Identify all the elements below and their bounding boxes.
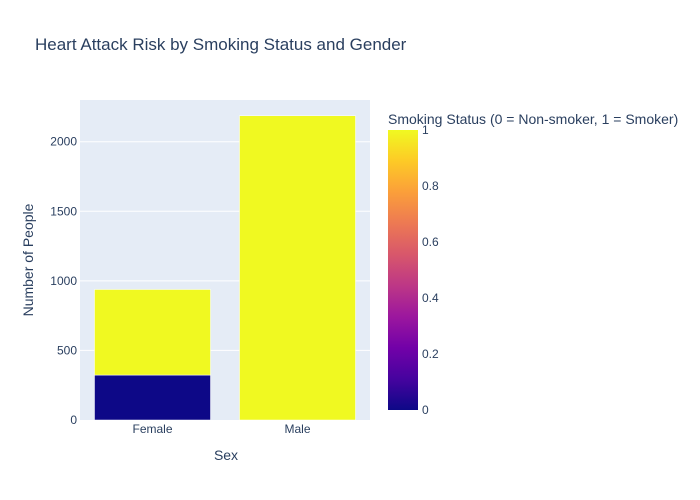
y-tick-label: 2000 bbox=[50, 135, 77, 149]
colorbar-ticks: 0 0.2 0.4 0.6 0.8 1 bbox=[422, 123, 439, 417]
x-tick-label: Female bbox=[132, 422, 172, 436]
x-axis-ticks: Female Male bbox=[132, 422, 310, 436]
colorbar-tick-label: 0.6 bbox=[422, 235, 439, 249]
colorbar-tick-label: 0.8 bbox=[422, 179, 439, 193]
colorbar-tick-label: 0.4 bbox=[422, 291, 439, 305]
colorbar bbox=[388, 130, 418, 410]
y-axis-title: Number of People bbox=[20, 203, 36, 316]
x-tick-label: Male bbox=[284, 422, 310, 436]
x-axis-title: Sex bbox=[214, 447, 238, 463]
colorbar-tick-label: 0 bbox=[422, 403, 429, 417]
bar-female-smoking-0[interactable] bbox=[94, 374, 211, 421]
bars[interactable] bbox=[94, 115, 356, 421]
colorbar-title: Smoking Status (0 = Non-smoker, 1 = Smok… bbox=[388, 111, 678, 127]
colorbar-tick-label: 0.2 bbox=[422, 347, 439, 361]
y-tick-label: 500 bbox=[57, 343, 77, 357]
y-tick-label: 0 bbox=[70, 413, 77, 427]
colorbar-tick-label: 1 bbox=[422, 123, 429, 137]
y-tick-label: 1000 bbox=[50, 274, 77, 288]
bar-female-smoking-1[interactable] bbox=[94, 289, 211, 376]
bar-male-smoking-1[interactable] bbox=[239, 115, 356, 421]
chart-title: Heart Attack Risk by Smoking Status and … bbox=[35, 35, 407, 54]
y-axis-ticks: 0 500 1000 1500 2000 bbox=[50, 135, 77, 427]
y-tick-label: 1500 bbox=[50, 204, 77, 218]
